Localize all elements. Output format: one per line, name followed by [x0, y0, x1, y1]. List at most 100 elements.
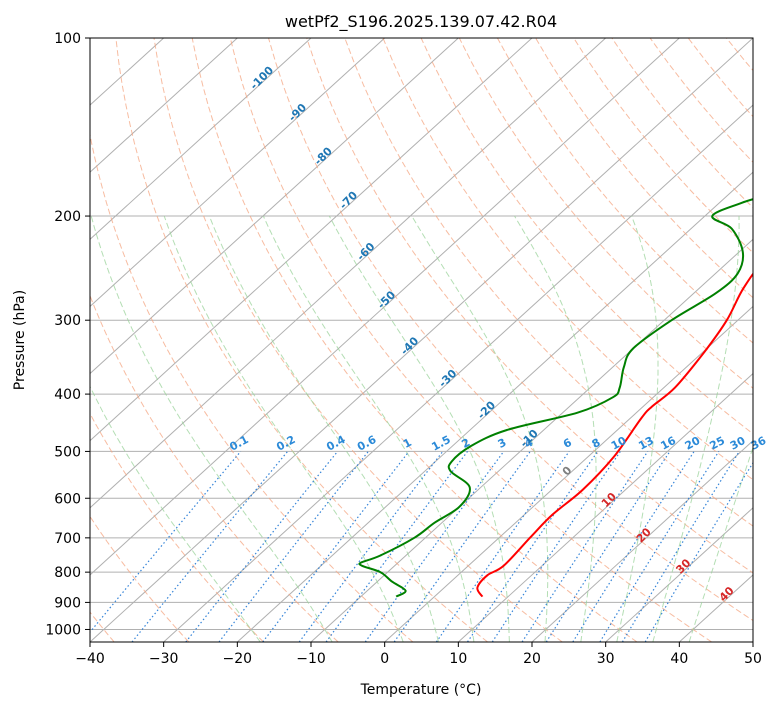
x-tick-label: 0	[380, 651, 389, 667]
mixing-ratio-line	[572, 451, 695, 642]
moist-adiabat-line	[262, 215, 475, 642]
dry-adiabat-line	[611, 38, 753, 209]
line-labels: 0.1 0.2 0.4 0.6 1 1.5 2 3 4 6 8 10 13 16 20 25 30 36-100-…	[227, 63, 768, 604]
dry-adiabat-line	[458, 38, 753, 389]
mixing-ratio-label: 0.4	[324, 433, 348, 454]
x-tick-label: 10	[449, 651, 467, 667]
isotherm-label: -60	[354, 240, 377, 263]
mixing-ratio-label: 1.5	[429, 433, 452, 454]
y-tick-label: 500	[54, 444, 81, 460]
isotherm-line	[457, 372, 753, 642]
isotherm-label: 30	[673, 556, 693, 576]
isotherm-line	[90, 38, 680, 576]
mixing-ratio-line	[185, 451, 339, 642]
isotherm-line	[90, 38, 459, 375]
y-tick-label: 200	[54, 209, 81, 225]
isotherm-label: -90	[286, 101, 309, 124]
mixing-ratio-label: 0.1	[227, 433, 250, 454]
y-axis-title: Pressure (hPa)	[12, 290, 28, 390]
y-tick-label: 400	[54, 387, 81, 403]
mixing-ratio-line	[218, 451, 369, 642]
mixing-ratio-label: 0.2	[274, 433, 297, 454]
mixing-ratio-label: 16	[658, 434, 678, 453]
isotherm-label: -30	[436, 367, 459, 390]
isotherm-line	[90, 38, 386, 308]
moist-adiabat-line	[688, 445, 753, 642]
isotherm-line	[384, 305, 753, 642]
dry-adiabat-line	[573, 38, 753, 254]
isotherm-label: -40	[398, 334, 421, 357]
isotherm-line	[531, 439, 753, 642]
isotherm-line	[90, 38, 753, 642]
dry-adiabat-line	[496, 38, 753, 344]
dry-adiabat-line	[726, 38, 753, 72]
isotherm-line	[605, 507, 753, 642]
dry-adiabat-line	[268, 38, 753, 622]
mixing-ratio-line	[545, 451, 671, 642]
mixing-ratio-label: 8	[590, 436, 603, 451]
isotherm-label: -50	[375, 288, 398, 311]
isotherm-label: -10	[518, 427, 541, 450]
x-tick-label: 30	[597, 651, 615, 667]
mixing-ratio-line	[491, 451, 621, 642]
plot-frame	[89, 37, 754, 643]
mixing-ratio-line	[599, 451, 720, 642]
x-tick-label: 20	[523, 651, 541, 667]
mixing-ratio-line	[298, 451, 444, 642]
axes: −40 −30 −20 −10 0 10 20 30 40 5010020030040050060…	[45, 31, 762, 667]
y-tick-label: 800	[54, 565, 81, 581]
moist-adiabat-line	[90, 215, 333, 642]
dry-adiabat-line	[115, 38, 488, 642]
isotherm-label: -70	[337, 189, 360, 212]
temperature-profile-line	[476, 272, 753, 598]
dry-adiabat-line	[535, 38, 753, 299]
moist-adiabat-line	[163, 215, 404, 642]
isotherm-line	[90, 38, 533, 442]
mixing-ratio-line	[131, 451, 289, 642]
isotherm-line	[752, 641, 753, 642]
mixing-ratio-label: 0.6	[355, 433, 379, 454]
mixing-ratio-label: 3	[496, 436, 509, 451]
isotherm-label: -80	[312, 144, 335, 167]
y-tick-label: 700	[54, 531, 81, 547]
mixing-ratio-label: 30	[728, 434, 748, 453]
mixing-ratio-line	[435, 451, 570, 642]
dry-adiabat-line	[90, 132, 414, 642]
moist-adiabat-line	[208, 215, 439, 642]
chart-title: wetPf2_S196.2025.139.07.42.R04	[285, 12, 557, 32]
mixing-ratio-line	[393, 451, 531, 642]
mixing-ratio-line	[521, 451, 649, 642]
mixing-ratio-line	[466, 451, 599, 642]
isotherm-label: 20	[634, 525, 654, 545]
isotherm-label: -100	[248, 63, 277, 92]
isotherm-label: -20	[475, 398, 498, 421]
moist-adiabat-line	[328, 215, 510, 642]
dry-adiabat-line	[382, 38, 753, 481]
mixing-ratio-label: 10	[609, 434, 629, 453]
dry-adiabat-line	[153, 38, 563, 642]
isotherm-line	[236, 171, 753, 642]
isotherm-line	[90, 38, 238, 173]
mixing-ratio-label: 25	[707, 434, 727, 453]
mixing-ratio-label: 36	[749, 434, 769, 453]
isotherm-line	[163, 104, 753, 642]
background-lines	[90, 38, 753, 642]
dewpoint-profile-line	[358, 198, 753, 598]
x-axis-title: Temperature (°C)	[360, 682, 482, 698]
moist-adiabat-line	[411, 215, 549, 642]
moist-adiabat-line	[90, 385, 261, 642]
dry-adiabat-line	[344, 38, 753, 527]
y-tick-label: 100	[54, 31, 81, 47]
mixing-ratio-line	[325, 451, 468, 642]
isotherm-label: 10	[599, 490, 619, 510]
profile-lines	[358, 198, 753, 598]
isotherm-line	[90, 38, 607, 509]
mixing-ratio-line	[364, 451, 505, 642]
mixing-ratio-label: 13	[636, 434, 656, 453]
moist-adiabat-line	[652, 215, 740, 642]
x-tick-label: 40	[670, 651, 688, 667]
y-tick-label: 600	[54, 491, 81, 507]
x-tick-label: 50	[744, 651, 762, 667]
dry-adiabat-line	[687, 38, 753, 118]
